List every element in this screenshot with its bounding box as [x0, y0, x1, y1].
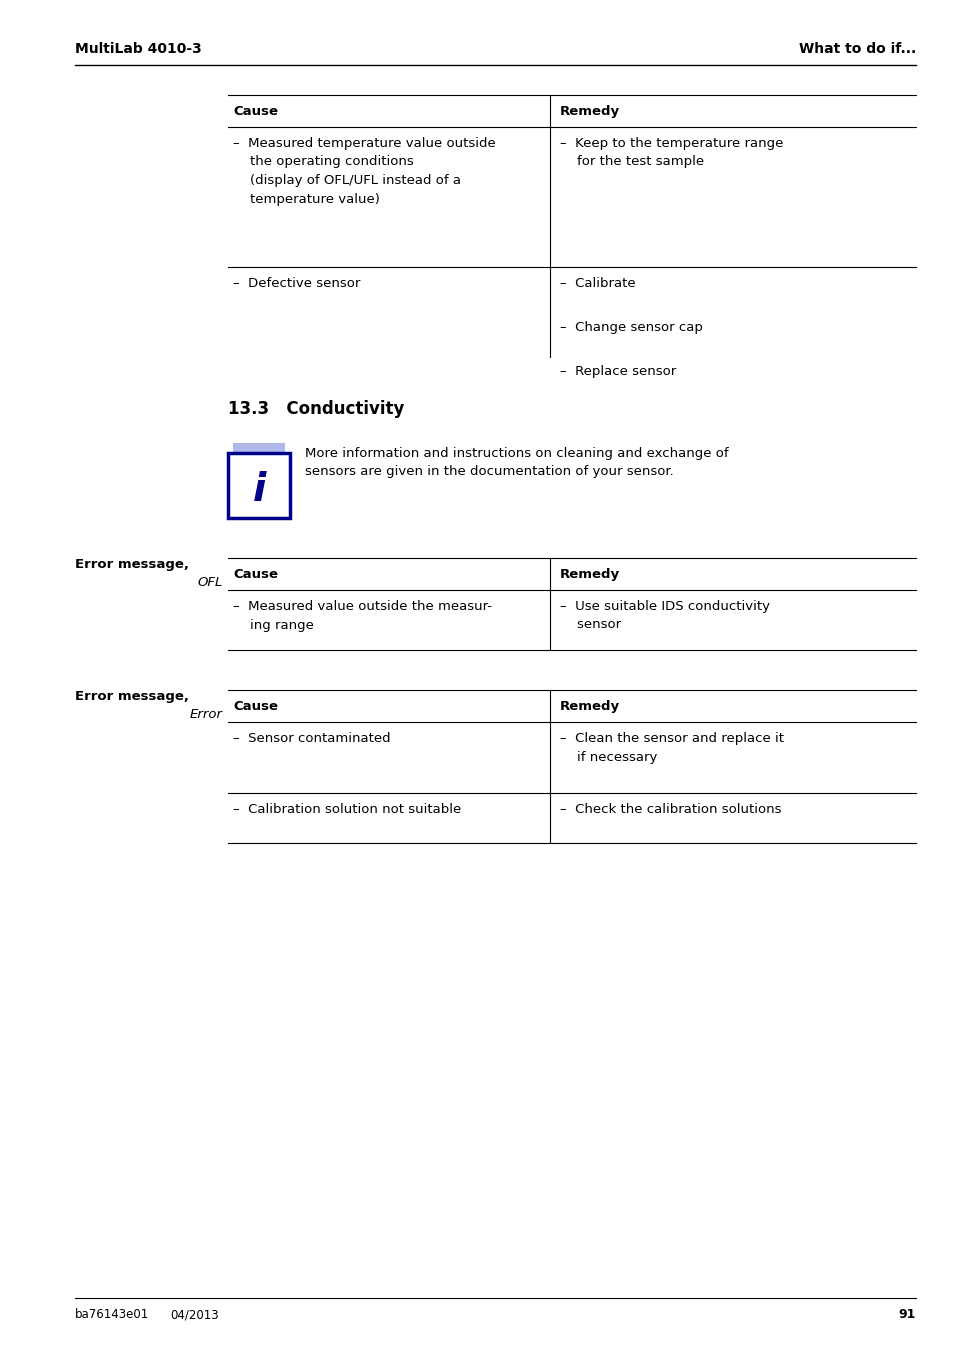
Text: –  Calibrate

–  Change sensor cap

–  Replace sensor: – Calibrate – Change sensor cap – Replac… [559, 277, 702, 378]
Text: Error message,: Error message, [75, 690, 189, 703]
Text: –  Clean the sensor and replace it
    if necessary: – Clean the sensor and replace it if nec… [559, 732, 783, 763]
Text: What to do if...: What to do if... [798, 42, 915, 55]
Text: Error: Error [190, 708, 223, 721]
Text: 91: 91 [898, 1308, 915, 1321]
Text: ba76143e01: ba76143e01 [75, 1308, 149, 1321]
Text: –  Calibration solution not suitable: – Calibration solution not suitable [233, 802, 460, 816]
Text: –  Use suitable IDS conductivity
    sensor: – Use suitable IDS conductivity sensor [559, 600, 769, 631]
Text: –  Defective sensor: – Defective sensor [233, 277, 360, 290]
Bar [233, 443, 285, 455]
Text: 04/2013: 04/2013 [170, 1308, 218, 1321]
Text: Remedy: Remedy [559, 700, 619, 713]
Bar [228, 453, 290, 517]
Text: –  Measured temperature value outside
    the operating conditions
    (display : – Measured temperature value outside the… [233, 136, 496, 205]
Text: Cause: Cause [233, 105, 277, 118]
Text: MultiLab 4010-3: MultiLab 4010-3 [75, 42, 201, 55]
Text: Remedy: Remedy [559, 105, 619, 118]
Text: 13.3   Conductivity: 13.3 Conductivity [228, 400, 404, 417]
Text: OFL: OFL [197, 576, 223, 589]
Text: More information and instructions on cleaning and exchange of: More information and instructions on cle… [305, 447, 728, 459]
Text: –  Sensor contaminated: – Sensor contaminated [233, 732, 390, 744]
Text: sensors are given in the documentation of your sensor.: sensors are given in the documentation o… [305, 465, 673, 478]
Text: i: i [252, 471, 265, 509]
Text: –  Check the calibration solutions: – Check the calibration solutions [559, 802, 781, 816]
Text: Cause: Cause [233, 567, 277, 581]
Text: Error message,: Error message, [75, 558, 189, 571]
Text: Remedy: Remedy [559, 567, 619, 581]
Text: Cause: Cause [233, 700, 277, 713]
Text: –  Measured value outside the measur-
    ing range: – Measured value outside the measur- ing… [233, 600, 492, 631]
Text: –  Keep to the temperature range
    for the test sample: – Keep to the temperature range for the … [559, 136, 782, 169]
